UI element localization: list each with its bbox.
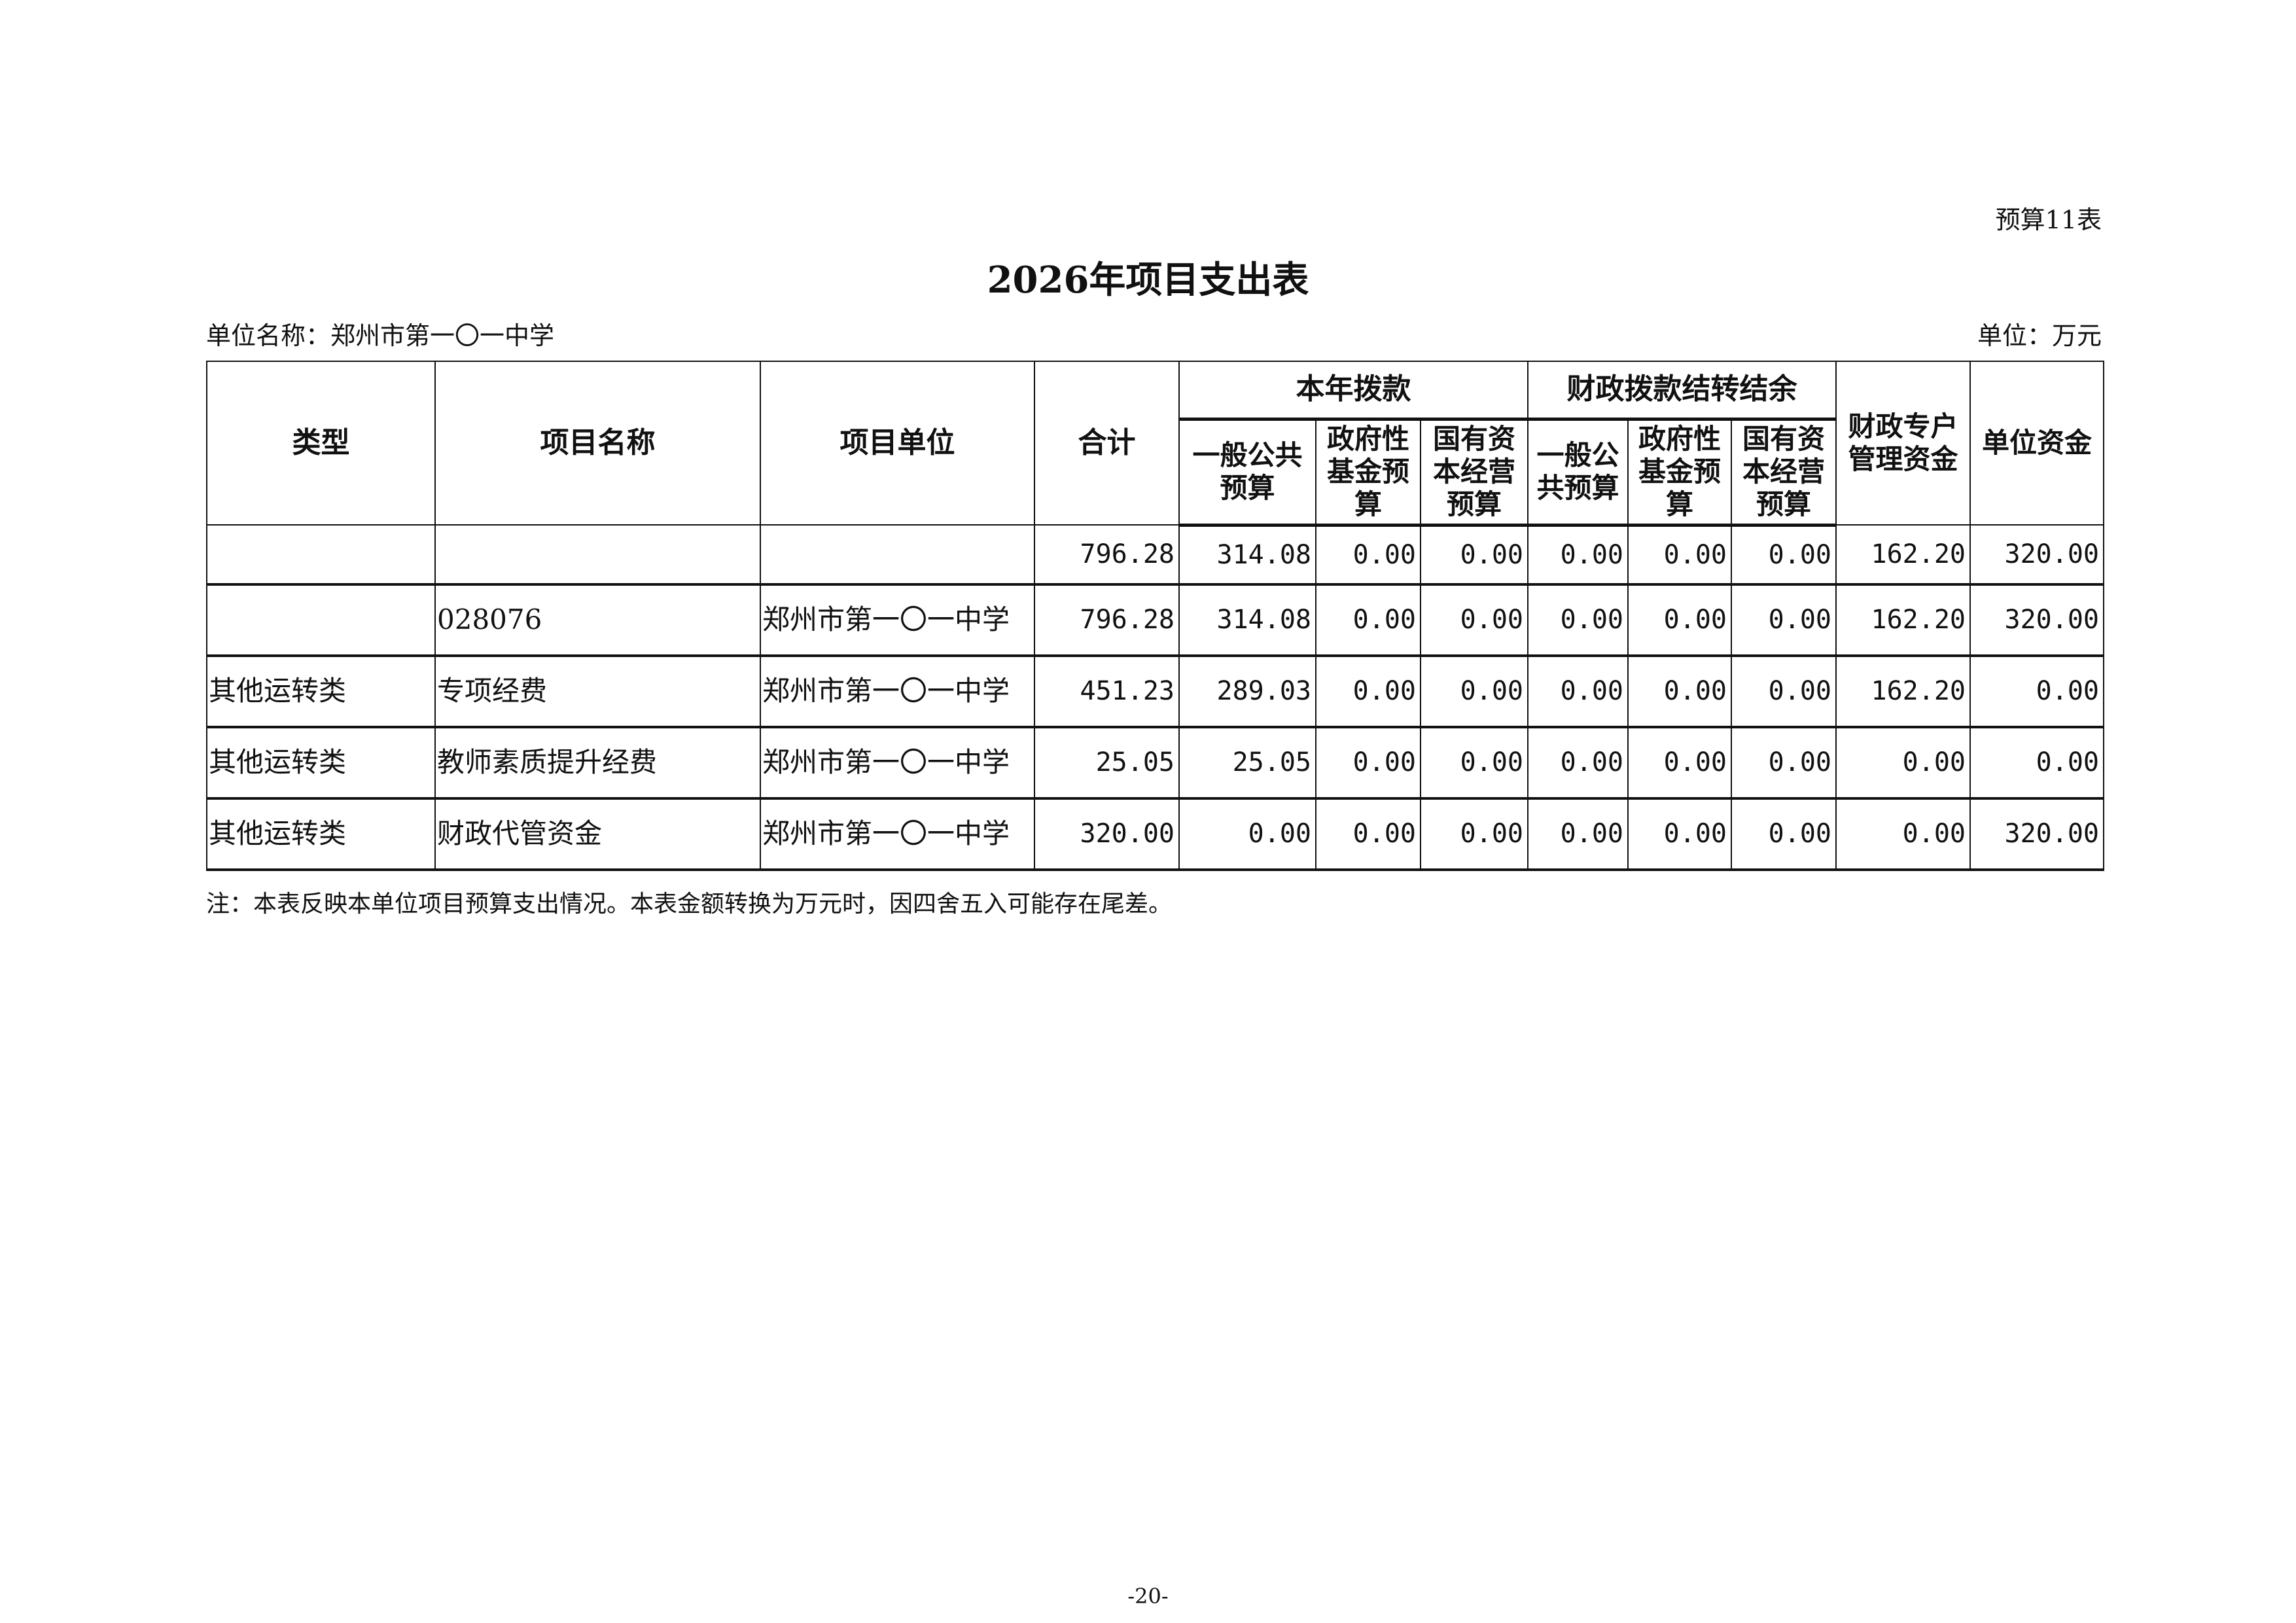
cell-project-unit: 郑州市第一〇一中学 bbox=[760, 583, 1035, 656]
cell-amount: 289.03 bbox=[1178, 654, 1316, 728]
cell-amount: 0.00 bbox=[1731, 797, 1837, 870]
cell-amount: 314.08 bbox=[1178, 583, 1316, 656]
table-row: 其他运转类 财政代管资金 郑州市第一〇一中学 320.00 0.00 0.00 0.00 0.… bbox=[206, 797, 2104, 870]
header-total: 合计 bbox=[1034, 361, 1180, 526]
cell-project-unit: 郑州市第一〇一中学 bbox=[760, 726, 1035, 799]
cell-amount: 0.00 bbox=[1315, 654, 1421, 728]
cell-amount: 0.00 bbox=[1835, 797, 1971, 870]
table-row: 796.28 314.08 0.00 0.00 0.00 0.00 0.00 162.20 32… bbox=[206, 524, 2104, 585]
cell-amount: 0.00 bbox=[1627, 524, 1732, 585]
cell-amount: 25.05 bbox=[1034, 726, 1180, 799]
cell-project-unit: 郑州市第一〇一中学 bbox=[760, 654, 1035, 728]
cell-type: 其他运转类 bbox=[206, 654, 436, 728]
cell-amount: 0.00 bbox=[1420, 797, 1528, 870]
cell-amount: 0.00 bbox=[1527, 797, 1629, 870]
cell-amount: 320.00 bbox=[1969, 583, 2104, 656]
header-type: 类型 bbox=[206, 361, 436, 526]
cell-amount: 0.00 bbox=[1527, 726, 1629, 799]
cell-amount: 314.08 bbox=[1178, 524, 1316, 585]
form-number: 预算11表 bbox=[1995, 205, 2102, 234]
cell-amount: 0.00 bbox=[1835, 726, 1971, 799]
table-row: 其他运转类 教师素质提升经费 郑州市第一〇一中学 25.05 25.05 0.00 0.00… bbox=[206, 726, 2104, 799]
cell-amount: 162.20 bbox=[1835, 524, 1971, 585]
cell-amount: 320.00 bbox=[1034, 797, 1180, 870]
table-row: 其他运转类 专项经费 郑州市第一〇一中学 451.23 289.03 0.00 0.00 0.… bbox=[206, 654, 2104, 728]
cell-amount: 0.00 bbox=[1315, 583, 1421, 656]
header-special-account: 财政专户管理资金 bbox=[1835, 361, 1971, 526]
cell-amount: 25.05 bbox=[1178, 726, 1316, 799]
cell-project-name: 财政代管资金 bbox=[434, 797, 761, 870]
header-unit-funds: 单位资金 bbox=[1969, 361, 2104, 526]
cell-amount: 0.00 bbox=[1315, 797, 1421, 870]
cell-amount: 0.00 bbox=[1731, 654, 1837, 728]
cell-amount: 0.00 bbox=[1527, 524, 1629, 585]
cell-type: 其他运转类 bbox=[206, 726, 436, 799]
cell-amount: 0.00 bbox=[1527, 654, 1629, 728]
page-title: 2026年项目支出表 bbox=[987, 259, 1309, 302]
cell-project-name: 专项经费 bbox=[434, 654, 761, 728]
cell-amount: 796.28 bbox=[1034, 524, 1180, 585]
cell-amount: 0.00 bbox=[1731, 726, 1837, 799]
cell-amount: 0.00 bbox=[1627, 797, 1732, 870]
cell-project-name bbox=[434, 524, 761, 585]
header-general-budget: 一般公共预算 bbox=[1178, 417, 1316, 527]
cell-amount: 0.00 bbox=[1627, 583, 1732, 656]
cell-amount: 0.00 bbox=[1178, 797, 1316, 870]
cell-project-name: 028076 bbox=[434, 583, 761, 656]
header-carryover: 财政拨款结转结余 bbox=[1527, 361, 1837, 419]
cell-amount: 0.00 bbox=[1627, 654, 1732, 728]
table-row: 028076 郑州市第一〇一中学 796.28 314.08 0.00 0.00 0.00 0… bbox=[206, 583, 2104, 656]
currency-unit: 单位：万元 bbox=[1977, 321, 2102, 350]
unit-name: 单位名称：郑州市第一〇一中学 bbox=[206, 321, 555, 350]
cell-project-unit: 郑州市第一〇一中学 bbox=[760, 797, 1035, 870]
header-project-unit: 项目单位 bbox=[760, 361, 1035, 526]
header-state-capital-carryover: 国有资本经营预算 bbox=[1731, 417, 1837, 527]
cell-amount: 0.00 bbox=[1420, 583, 1528, 656]
cell-type: 其他运转类 bbox=[206, 797, 436, 870]
cell-amount: 0.00 bbox=[1731, 583, 1837, 656]
footnote: 注：本表反映本单位项目预算支出情况。本表金额转换为万元时，因四舍五入可能存在尾差… bbox=[206, 891, 1173, 918]
cell-type bbox=[206, 583, 436, 656]
cell-amount: 0.00 bbox=[1969, 726, 2104, 799]
cell-project-unit bbox=[760, 524, 1035, 585]
header-gov-fund: 政府性基金预算 bbox=[1315, 417, 1421, 527]
cell-amount: 0.00 bbox=[1969, 654, 2104, 728]
cell-amount: 0.00 bbox=[1527, 583, 1629, 656]
cell-amount: 0.00 bbox=[1420, 654, 1528, 728]
cell-amount: 0.00 bbox=[1731, 524, 1837, 585]
cell-amount: 162.20 bbox=[1835, 583, 1971, 656]
header-state-capital: 国有资本经营预算 bbox=[1420, 417, 1528, 527]
cell-amount: 451.23 bbox=[1034, 654, 1180, 728]
cell-amount: 796.28 bbox=[1034, 583, 1180, 656]
cell-project-name: 教师素质提升经费 bbox=[434, 726, 761, 799]
cell-amount: 162.20 bbox=[1835, 654, 1971, 728]
cell-amount: 320.00 bbox=[1969, 524, 2104, 585]
cell-amount: 0.00 bbox=[1420, 524, 1528, 585]
cell-amount: 0.00 bbox=[1315, 726, 1421, 799]
cell-amount: 0.00 bbox=[1627, 726, 1732, 799]
header-current-year: 本年拨款 bbox=[1178, 361, 1528, 419]
cell-amount: 320.00 bbox=[1969, 797, 2104, 870]
cell-amount: 0.00 bbox=[1420, 726, 1528, 799]
header-project-name: 项目名称 bbox=[434, 361, 761, 526]
page-number: -20- bbox=[1127, 1584, 1169, 1609]
cell-amount: 0.00 bbox=[1315, 524, 1421, 585]
project-expenditure-table: 类型 项目名称 项目单位 合计 本年拨款 财政拨款结转结余 财政专户管理资金 单… bbox=[206, 361, 2104, 871]
header-gov-fund-carryover: 政府性基金预算 bbox=[1627, 417, 1732, 527]
cell-type bbox=[206, 524, 436, 585]
header-general-budget-carryover: 一般公共预算 bbox=[1527, 417, 1629, 527]
